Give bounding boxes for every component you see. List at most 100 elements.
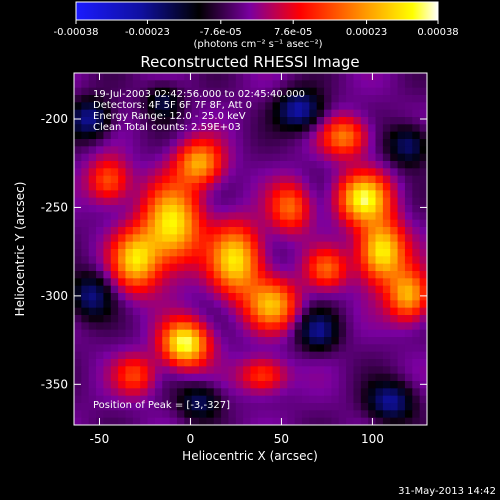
heatmap-cell [250,249,259,257]
heatmap-cell [199,366,207,375]
heatmap-cell [140,153,149,162]
heatmap-cell [125,278,134,287]
heatmap-cell [419,395,427,404]
heatmap-cell [235,403,244,411]
heatmap-cell [265,109,274,118]
heatmap-cell [279,241,288,250]
heatmap-cell [375,161,384,169]
heatmap-cell [412,205,421,213]
heatmap-cell [162,359,171,367]
annotation-block: 19-Jul-2003 02:42:56.000 to 02:45:40.000… [93,89,305,411]
heatmap-cell [287,410,296,419]
heatmap-cell [154,410,163,419]
heatmap-cell [154,359,163,367]
heatmap-cell [324,175,332,184]
heatmap-cell [419,417,427,425]
heatmap-cell [338,175,347,184]
heatmap-cell [309,197,318,206]
heatmap-cell [125,271,134,279]
heatmap-cell [235,175,244,184]
heatmap-cell [103,117,112,125]
heatmap-cell [250,315,259,323]
heatmap-cell [360,102,369,111]
heatmap-cell [140,95,149,103]
heatmap-cell [206,139,215,147]
heatmap-cell [132,329,141,338]
heatmap-cell [103,146,112,155]
heatmap-cell [169,307,178,316]
heatmap-cell [397,102,406,111]
heatmap-cell [221,234,230,243]
heatmap-cell [176,351,185,360]
heatmap-cell [257,293,266,301]
heatmap-cell [206,351,215,360]
heatmap-cell [331,190,340,199]
heatmap-cell [279,73,288,81]
heatmap-cell [301,241,310,250]
heatmap-cell [191,410,200,419]
heatmap-cell [316,190,325,199]
heatmap-cell [301,315,310,323]
heatmap-cell [162,351,171,360]
heatmap-cell [368,197,377,206]
heatmap-cell [154,337,163,345]
heatmap-cell [382,124,391,133]
heatmap-cell [88,87,97,96]
heatmap-cell [375,256,384,265]
heatmap-cell [96,381,105,389]
heatmap-cell [81,95,90,103]
heatmap-cell [169,381,178,389]
heatmap-cell [191,395,200,404]
heatmap-cell [221,73,230,81]
heatmap-cell [412,381,421,389]
heatmap-cell [103,403,112,411]
heatmap-cell [257,395,266,404]
heatmap-cell [125,168,134,177]
heatmap-cell [206,168,215,177]
heatmap-cell [228,337,237,345]
heatmap-cell [279,146,288,155]
heatmap-cell [221,403,230,411]
heatmap-cell [132,73,141,81]
heatmap-cell [96,73,105,81]
heatmap-cell [88,183,97,191]
heatmap-cell [382,241,391,250]
heatmap-cell [412,337,421,345]
heatmap-cell [96,205,105,213]
heatmap-cell [346,183,355,191]
heatmap-cell [162,417,171,425]
heatmap-cell [88,124,97,133]
heatmap-cell [96,300,105,309]
heatmap-cell [309,300,318,309]
heatmap-cell [147,373,156,382]
heatmap-cell [375,153,384,162]
heatmap-cell [353,219,362,228]
heatmap-cell [206,80,215,89]
heatmap-cell [294,95,303,103]
heatmap-cell [279,366,288,375]
heatmap-cell [287,95,296,103]
heatmap-cell [147,124,156,133]
annotation-energy-range: Energy Range: 12.0 - 25.0 keV [93,111,246,122]
heatmap-cell [279,219,288,228]
heatmap-cell [110,168,119,177]
heatmap-cell [199,87,207,96]
heatmap-cell [390,366,399,375]
heatmap-cell [397,139,406,147]
heatmap-cell [338,139,347,147]
heatmap-cell [213,322,222,331]
heatmap-cell [221,263,230,272]
heatmap-cell [412,131,421,140]
heatmap-cell [221,183,230,191]
heatmap-cell [213,293,222,301]
heatmap-cell [176,234,185,243]
heatmap-cell [257,256,266,265]
heatmap-cell [346,403,355,411]
heatmap-cell [338,388,347,397]
footer-timestamp: 31-May-2013 14:42 [398,486,496,497]
heatmap-cell [346,263,355,272]
heatmap-cell [184,366,193,375]
heatmap-cell [375,329,384,338]
heatmap-cell [419,197,427,206]
heatmap-cell [206,300,215,309]
